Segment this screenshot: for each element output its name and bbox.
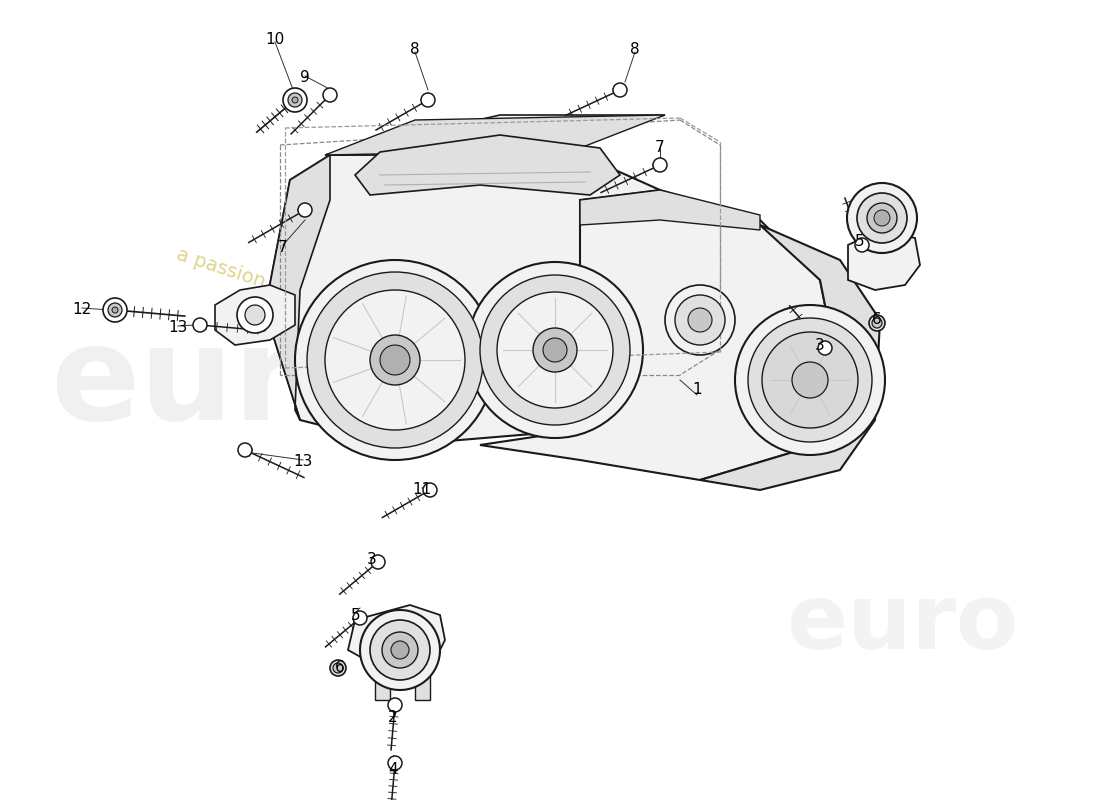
Circle shape bbox=[497, 292, 613, 408]
Circle shape bbox=[762, 332, 858, 428]
Circle shape bbox=[666, 285, 735, 355]
Text: 12: 12 bbox=[73, 302, 91, 318]
Circle shape bbox=[298, 203, 312, 217]
Circle shape bbox=[855, 238, 869, 252]
Circle shape bbox=[370, 620, 430, 680]
Circle shape bbox=[653, 158, 667, 172]
Polygon shape bbox=[324, 115, 666, 155]
Circle shape bbox=[288, 93, 302, 107]
Circle shape bbox=[379, 345, 410, 375]
Circle shape bbox=[421, 93, 434, 107]
Circle shape bbox=[874, 210, 890, 226]
Circle shape bbox=[543, 338, 566, 362]
Circle shape bbox=[390, 641, 409, 659]
Text: 5: 5 bbox=[351, 607, 361, 622]
Circle shape bbox=[534, 328, 578, 372]
Circle shape bbox=[245, 305, 265, 325]
Text: 7: 7 bbox=[656, 141, 664, 155]
Circle shape bbox=[480, 275, 630, 425]
Text: 10: 10 bbox=[265, 33, 285, 47]
Text: 2: 2 bbox=[388, 710, 398, 726]
Circle shape bbox=[353, 611, 367, 625]
Circle shape bbox=[735, 305, 886, 455]
Polygon shape bbox=[375, 660, 390, 700]
Circle shape bbox=[792, 362, 828, 398]
Circle shape bbox=[108, 303, 122, 317]
Text: 5: 5 bbox=[855, 234, 865, 250]
Circle shape bbox=[818, 341, 832, 355]
Circle shape bbox=[371, 555, 385, 569]
Circle shape bbox=[613, 83, 627, 97]
Polygon shape bbox=[265, 155, 330, 420]
Text: 13: 13 bbox=[168, 321, 188, 335]
Text: 6: 6 bbox=[336, 661, 345, 675]
Circle shape bbox=[370, 335, 420, 385]
Circle shape bbox=[424, 483, 437, 497]
Circle shape bbox=[388, 756, 401, 770]
Circle shape bbox=[236, 297, 273, 333]
Polygon shape bbox=[480, 190, 840, 480]
Text: 3: 3 bbox=[367, 553, 377, 567]
Polygon shape bbox=[324, 115, 666, 155]
Circle shape bbox=[388, 698, 401, 712]
Circle shape bbox=[333, 663, 343, 673]
Polygon shape bbox=[214, 285, 295, 345]
Circle shape bbox=[872, 318, 882, 328]
Circle shape bbox=[847, 183, 917, 253]
Circle shape bbox=[295, 260, 495, 460]
Text: 13: 13 bbox=[294, 454, 312, 470]
Circle shape bbox=[112, 307, 118, 313]
Text: 11: 11 bbox=[412, 482, 431, 498]
Text: euro: euro bbox=[51, 321, 389, 447]
Circle shape bbox=[324, 290, 465, 430]
Circle shape bbox=[192, 318, 207, 332]
Circle shape bbox=[869, 315, 886, 331]
Circle shape bbox=[688, 308, 712, 332]
Circle shape bbox=[382, 632, 418, 668]
Circle shape bbox=[238, 443, 252, 457]
Circle shape bbox=[103, 298, 127, 322]
Circle shape bbox=[323, 88, 337, 102]
Text: 7: 7 bbox=[278, 241, 288, 255]
Polygon shape bbox=[348, 605, 446, 668]
Text: euro: euro bbox=[786, 580, 1018, 668]
Polygon shape bbox=[848, 230, 920, 290]
Circle shape bbox=[468, 262, 644, 438]
Circle shape bbox=[283, 88, 307, 112]
Circle shape bbox=[330, 660, 346, 676]
Polygon shape bbox=[265, 152, 680, 445]
Polygon shape bbox=[415, 660, 430, 700]
Text: 1: 1 bbox=[692, 382, 702, 398]
Text: 4: 4 bbox=[388, 762, 398, 778]
Circle shape bbox=[857, 193, 907, 243]
Polygon shape bbox=[580, 190, 760, 230]
Circle shape bbox=[360, 610, 440, 690]
Text: a passion for porsche since 1985: a passion for porsche since 1985 bbox=[174, 245, 486, 363]
Circle shape bbox=[675, 295, 725, 345]
Text: 8: 8 bbox=[410, 42, 420, 58]
Text: 6: 6 bbox=[872, 313, 882, 327]
Polygon shape bbox=[355, 135, 620, 195]
Text: 8: 8 bbox=[630, 42, 640, 58]
Text: 9: 9 bbox=[300, 70, 310, 86]
Circle shape bbox=[307, 272, 483, 448]
Text: 3: 3 bbox=[815, 338, 825, 353]
Circle shape bbox=[292, 97, 298, 103]
Circle shape bbox=[748, 318, 872, 442]
Circle shape bbox=[867, 203, 896, 233]
Polygon shape bbox=[700, 225, 880, 490]
